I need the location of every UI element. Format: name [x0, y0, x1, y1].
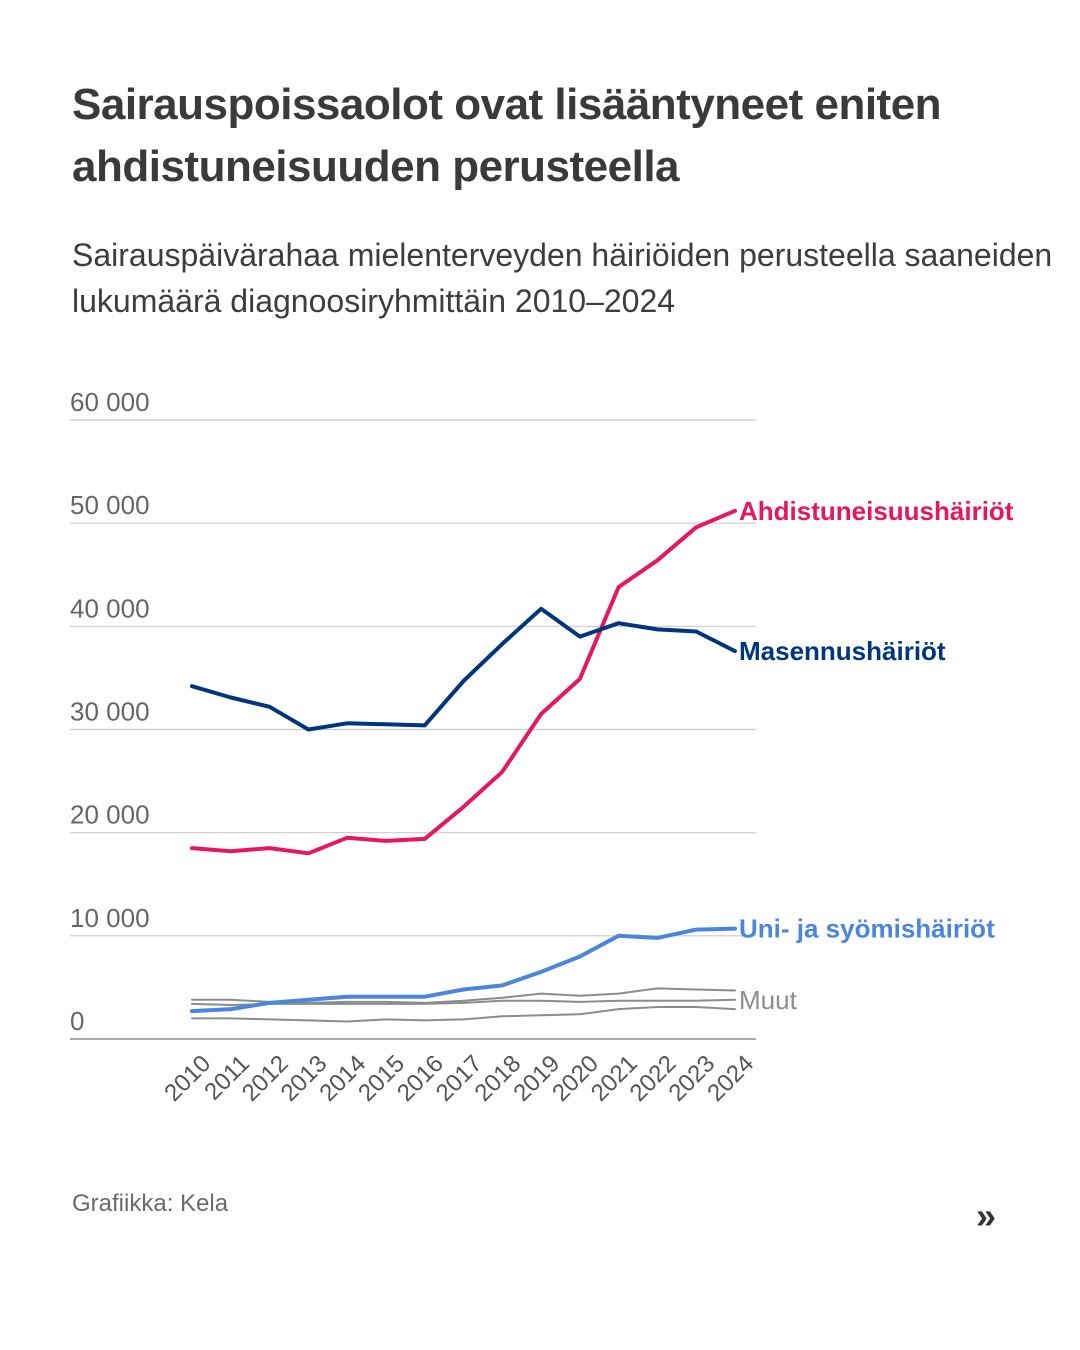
series-line-masennushäiriöt: [190, 606, 737, 732]
series-end-label: Masennushäiriöt: [739, 636, 946, 666]
x-axis-ticks: 2010201120122013201420152016201720182019…: [159, 1050, 759, 1107]
y-tick-label: 10 000: [70, 903, 150, 933]
source-credit: Grafiikka: Kela: [72, 1190, 229, 1217]
y-tick-label: 40 000: [70, 593, 150, 623]
series-end-label: Muut: [739, 985, 798, 1015]
series-line-muut-3: [191, 1006, 736, 1023]
y-tick-label: 30 000: [70, 697, 150, 727]
series-end-label: Uni- ja syömishäiriöt: [739, 914, 995, 944]
gridlines: [70, 419, 756, 1040]
line-chart: 0 10 000 20 000 30 000 40 000 50 000 60 000 20…: [70, 387, 1014, 1107]
series-end-label: Ahdistuneisuushäiriöt: [739, 496, 1014, 526]
series-lines: [190, 508, 737, 1023]
chart-title: Sairauspoissaolot ovat lisääntyneet enit…: [72, 80, 942, 191]
next-arrow-icon[interactable]: »: [976, 1195, 997, 1236]
y-tick-label: 60 000: [70, 387, 150, 417]
x-tick-label: 2024: [702, 1050, 759, 1107]
series-line-uni-ja-syömishäiriöt: [190, 926, 737, 1014]
series-labels: Ahdistuneisuushäiriöt Masennushäiriöt Uni-…: [739, 496, 1014, 1015]
series-line-ahdistuneisuushäiriöt: [190, 508, 737, 856]
y-tick-label: 0: [70, 1006, 84, 1036]
y-tick-label: 20 000: [70, 800, 150, 830]
y-tick-label: 50 000: [70, 490, 150, 520]
chart-subtitle: Sairauspäivärahaa mielenterveyden häiriö…: [72, 237, 1053, 319]
y-axis-ticks: 0 10 000 20 000 30 000 40 000 50 000 60 000: [70, 387, 150, 1036]
series-line-muut-2: [191, 998, 736, 1006]
